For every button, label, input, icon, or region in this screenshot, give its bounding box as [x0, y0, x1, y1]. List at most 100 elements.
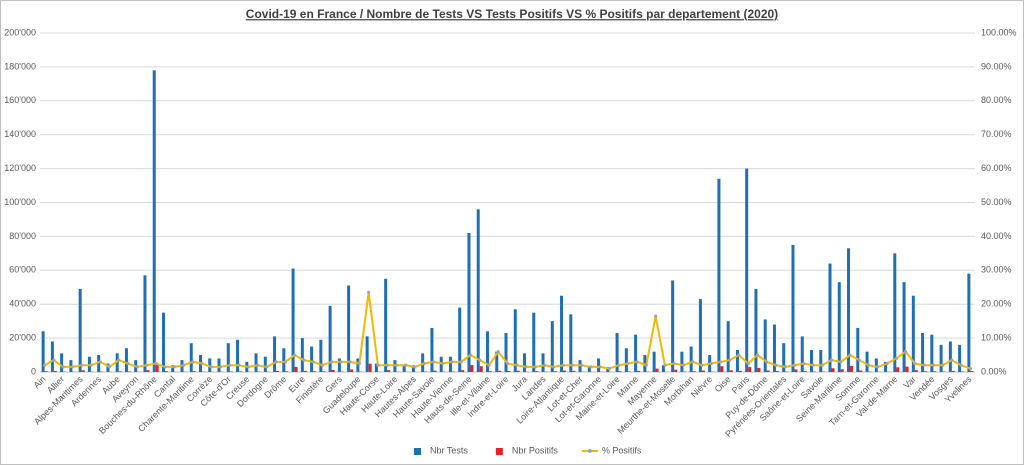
- bar: [347, 285, 351, 372]
- bar: [294, 366, 298, 372]
- bar: [896, 367, 900, 372]
- y2-tick-label: 40.00%: [981, 231, 1012, 241]
- y-tick-label: 180'000: [4, 61, 36, 71]
- bar: [819, 349, 823, 372]
- bar: [652, 351, 656, 372]
- bar: [643, 355, 647, 372]
- bar: [967, 273, 971, 372]
- bar: [217, 358, 221, 372]
- line-marker: [672, 361, 676, 366]
- line-marker: [237, 363, 241, 367]
- line-marker: [626, 361, 630, 366]
- bar: [893, 253, 897, 372]
- y2-tick-label: 90.00%: [981, 61, 1012, 71]
- bar: [439, 356, 443, 372]
- bar: [53, 370, 57, 372]
- bar: [100, 371, 104, 372]
- bar: [970, 371, 974, 372]
- bar: [421, 353, 425, 372]
- y-tick-label: 160'000: [4, 95, 36, 105]
- line-marker: [487, 363, 491, 367]
- bar: [374, 363, 378, 372]
- bar: [754, 288, 758, 372]
- line-marker: [950, 358, 954, 362]
- bar: [615, 333, 619, 372]
- y-tick-label: 140'000: [4, 129, 36, 139]
- line-marker: [478, 358, 482, 362]
- bar: [553, 371, 557, 372]
- bar: [961, 371, 965, 372]
- bar: [155, 364, 159, 372]
- bar: [310, 346, 314, 372]
- line-marker: [635, 360, 639, 364]
- bar: [634, 334, 638, 372]
- line-marker: [89, 363, 93, 367]
- y-tick-label: 60'000: [9, 265, 36, 275]
- bar: [958, 344, 962, 372]
- line-marker: [394, 363, 399, 367]
- bar: [350, 369, 354, 372]
- bar: [192, 371, 196, 372]
- bar: [948, 341, 952, 372]
- bar: [698, 299, 702, 372]
- bar: [701, 370, 705, 372]
- bar: [951, 370, 955, 372]
- y2-tick-label: 100.00%: [981, 27, 1017, 37]
- line-marker: [367, 290, 371, 294]
- line-marker: [422, 361, 426, 366]
- line-marker: [404, 363, 408, 367]
- bar: [236, 339, 240, 372]
- line-marker: [283, 360, 287, 364]
- bar: [411, 365, 415, 372]
- line-marker: [441, 361, 445, 366]
- bar: [44, 371, 48, 372]
- bar: [513, 309, 517, 372]
- line-marker: [755, 353, 760, 357]
- line-marker: [496, 350, 500, 354]
- line-marker: [209, 365, 213, 369]
- bar: [498, 370, 502, 372]
- y-tick-label: 0: [31, 366, 36, 376]
- y-tick-label: 80'000: [9, 231, 36, 241]
- bar: [273, 336, 277, 372]
- bar: [532, 312, 536, 372]
- bar: [859, 370, 863, 372]
- bar: [541, 353, 545, 372]
- bar: [303, 370, 307, 372]
- bar: [850, 365, 854, 372]
- bar: [118, 371, 122, 372]
- line-marker: [811, 363, 815, 367]
- bar: [81, 370, 85, 372]
- bar: [476, 209, 480, 372]
- line-marker: [792, 363, 797, 367]
- bar: [507, 371, 511, 372]
- legend-label: % Positifs: [602, 445, 642, 455]
- line-marker: [172, 365, 176, 369]
- line-marker: [413, 365, 417, 369]
- line-marker: [542, 363, 547, 367]
- y2-tick-label: 80.00%: [981, 95, 1012, 105]
- y2-tick-label: 0.00%: [981, 366, 1007, 376]
- bar: [606, 366, 610, 372]
- bar: [637, 370, 641, 372]
- bar: [285, 371, 289, 372]
- bar: [840, 369, 844, 372]
- bar: [692, 371, 696, 372]
- bar: [597, 358, 601, 372]
- line-marker: [302, 358, 306, 362]
- bar: [884, 361, 888, 372]
- bar: [902, 282, 906, 372]
- line-marker: [829, 358, 834, 362]
- bar: [726, 321, 730, 372]
- line-marker: [561, 363, 565, 367]
- bar: [757, 367, 761, 372]
- bar: [384, 278, 388, 372]
- line-marker: [52, 358, 56, 362]
- line-marker: [218, 365, 223, 369]
- bar: [720, 366, 724, 372]
- bar: [328, 305, 332, 372]
- bar: [467, 233, 471, 372]
- bar: [942, 371, 946, 372]
- line-marker: [913, 361, 917, 366]
- bar: [337, 358, 341, 372]
